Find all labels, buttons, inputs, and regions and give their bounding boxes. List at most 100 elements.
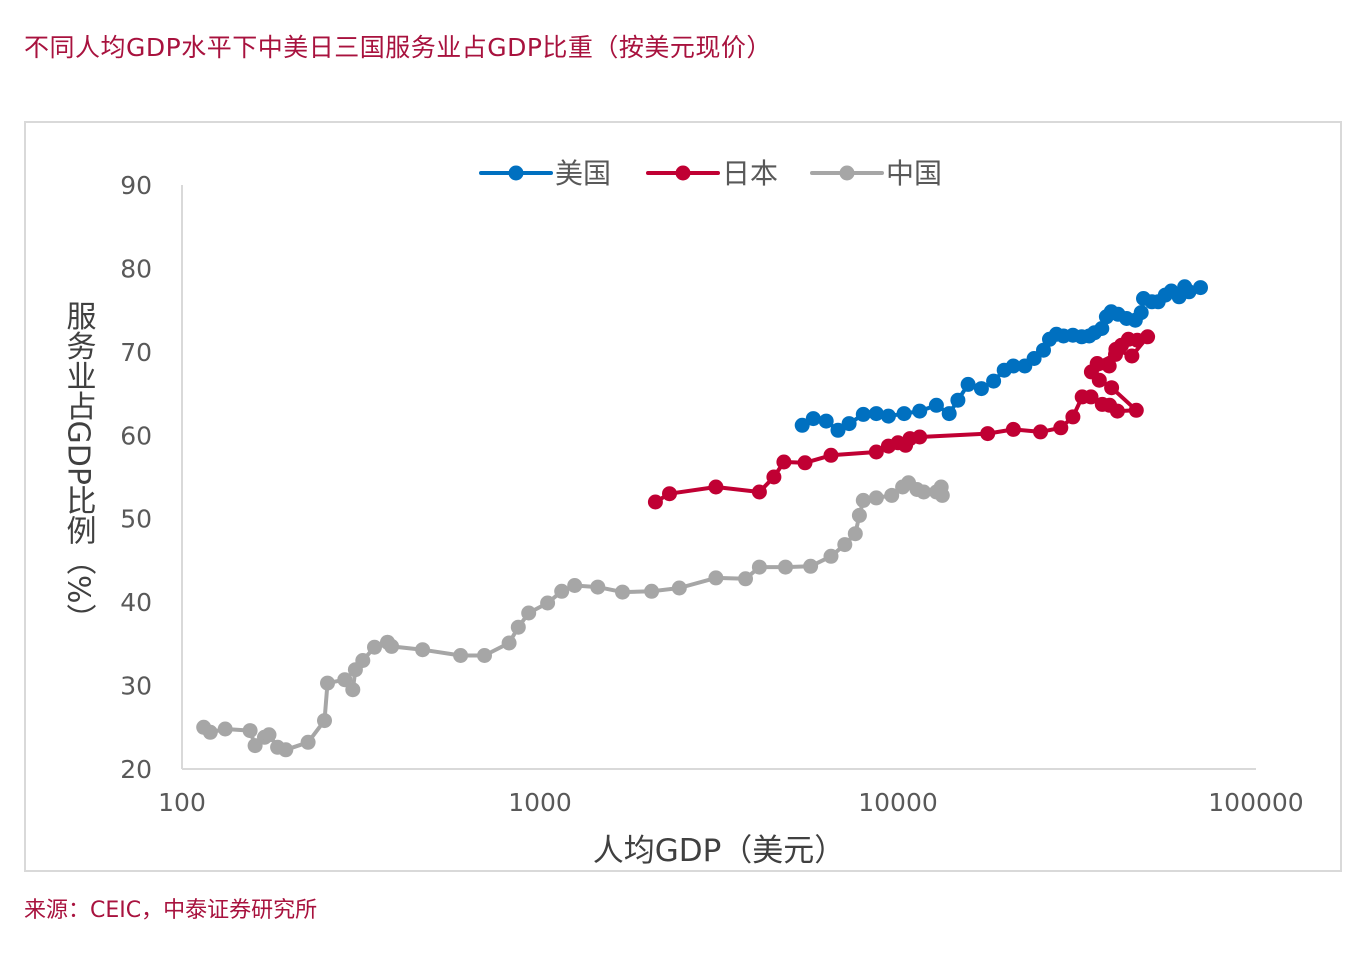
data-point — [415, 642, 431, 658]
data-point — [980, 426, 996, 442]
data-point — [1094, 321, 1110, 336]
data-point — [794, 417, 810, 433]
data-point — [941, 406, 957, 422]
data-point — [830, 422, 846, 438]
data-point — [778, 559, 793, 575]
data-point — [766, 469, 782, 485]
data-point — [934, 487, 950, 503]
y-tick-label: 70 — [120, 338, 152, 367]
data-point — [345, 682, 361, 698]
page-title: 不同人均GDP水平下中美日三国服务业占GDP比重（按美元现价） — [24, 33, 772, 62]
axes: 20 30 40 50 60 70 80 90 100 1000 10000 100000 — [120, 171, 1304, 817]
data-point — [823, 548, 839, 564]
data-point — [738, 571, 753, 587]
data-point — [912, 403, 928, 419]
data-point — [884, 487, 900, 503]
legend: 美国 日本 中国 — [479, 157, 942, 190]
data-point — [540, 595, 556, 611]
data-point — [823, 447, 839, 463]
series-日本 — [647, 329, 1156, 510]
data-point — [202, 724, 218, 740]
data-point — [367, 639, 382, 655]
data-point — [855, 406, 871, 422]
legend-label: 日本 — [722, 157, 778, 190]
data-point — [1108, 341, 1124, 357]
data-point — [644, 583, 660, 599]
data-point — [567, 578, 583, 593]
data-point — [300, 734, 316, 750]
data-point — [776, 454, 792, 470]
legend-marker — [508, 165, 524, 181]
data-point — [453, 648, 469, 663]
data-point — [805, 411, 821, 427]
data-point — [590, 579, 606, 595]
data-point — [708, 479, 724, 495]
data-point — [501, 635, 517, 651]
data-point — [1128, 402, 1144, 418]
data-point — [841, 416, 857, 432]
data-point — [1033, 424, 1048, 440]
legend-label: 中国 — [886, 157, 942, 190]
data-point — [337, 672, 353, 688]
data-point — [868, 490, 884, 506]
data-point — [751, 484, 767, 500]
y-tick-label: 80 — [120, 254, 152, 283]
data-point — [278, 742, 294, 758]
x-tick-label: 1000 — [508, 788, 572, 817]
chart-frame: 20 30 40 50 60 70 80 90 100 1000 10000 100000 美国 日本 中… — [24, 121, 1342, 872]
data-point — [928, 397, 944, 413]
source-note: 来源：CEIC，中泰证券研究所 — [24, 898, 318, 923]
data-point — [1065, 409, 1081, 425]
data-point — [803, 558, 819, 574]
data-point — [1005, 421, 1021, 437]
y-tick-label: 30 — [120, 672, 152, 701]
data-point — [708, 570, 724, 586]
data-point — [916, 484, 932, 500]
data-point — [1104, 380, 1120, 396]
data-point — [242, 723, 258, 739]
data-point — [1193, 280, 1208, 296]
data-point — [868, 444, 884, 460]
x-tick-label: 10000 — [858, 788, 938, 817]
chart-svg: 20 30 40 50 60 70 80 90 100 1000 10000 100000 美国 日本 中… — [61, 157, 1304, 869]
x-tick-label: 100 — [158, 788, 206, 817]
data-point — [662, 486, 677, 502]
data-point — [647, 494, 663, 510]
data-point — [818, 413, 834, 429]
data-point — [521, 605, 537, 621]
data-point — [1089, 356, 1105, 371]
series-中国 — [196, 475, 950, 758]
series-line — [201, 480, 945, 752]
data-point — [1109, 403, 1125, 419]
legend-marker — [839, 165, 855, 181]
y-tick-label: 50 — [120, 505, 152, 534]
data-point — [868, 406, 884, 422]
data-point — [477, 648, 492, 663]
series-layer — [196, 279, 1208, 758]
data-point — [554, 583, 570, 599]
data-point — [855, 492, 871, 508]
data-point — [317, 713, 332, 729]
data-point — [1005, 358, 1021, 374]
data-point — [217, 721, 233, 737]
y-tick-label: 90 — [120, 171, 152, 200]
data-point — [896, 406, 912, 422]
x-axis-title: 人均GDP（美元） — [593, 833, 846, 869]
data-point — [1101, 358, 1117, 374]
y-axis-title: 服务业占GDP比例（%） — [61, 301, 97, 634]
data-point — [851, 507, 867, 523]
axis-labels: 人均GDP（美元） 服务业占GDP比例（%） — [61, 301, 846, 869]
data-point — [1133, 305, 1149, 321]
data-point — [1124, 348, 1140, 364]
data-point — [986, 373, 1002, 389]
data-point — [973, 381, 989, 397]
data-point — [1140, 329, 1156, 345]
series-美国 — [794, 279, 1208, 438]
data-point — [261, 727, 277, 743]
data-point — [912, 429, 928, 445]
data-point — [615, 584, 630, 600]
y-tick-label: 40 — [120, 588, 152, 617]
data-point — [1181, 284, 1197, 300]
data-point — [671, 580, 687, 596]
legend-marker — [675, 165, 691, 181]
